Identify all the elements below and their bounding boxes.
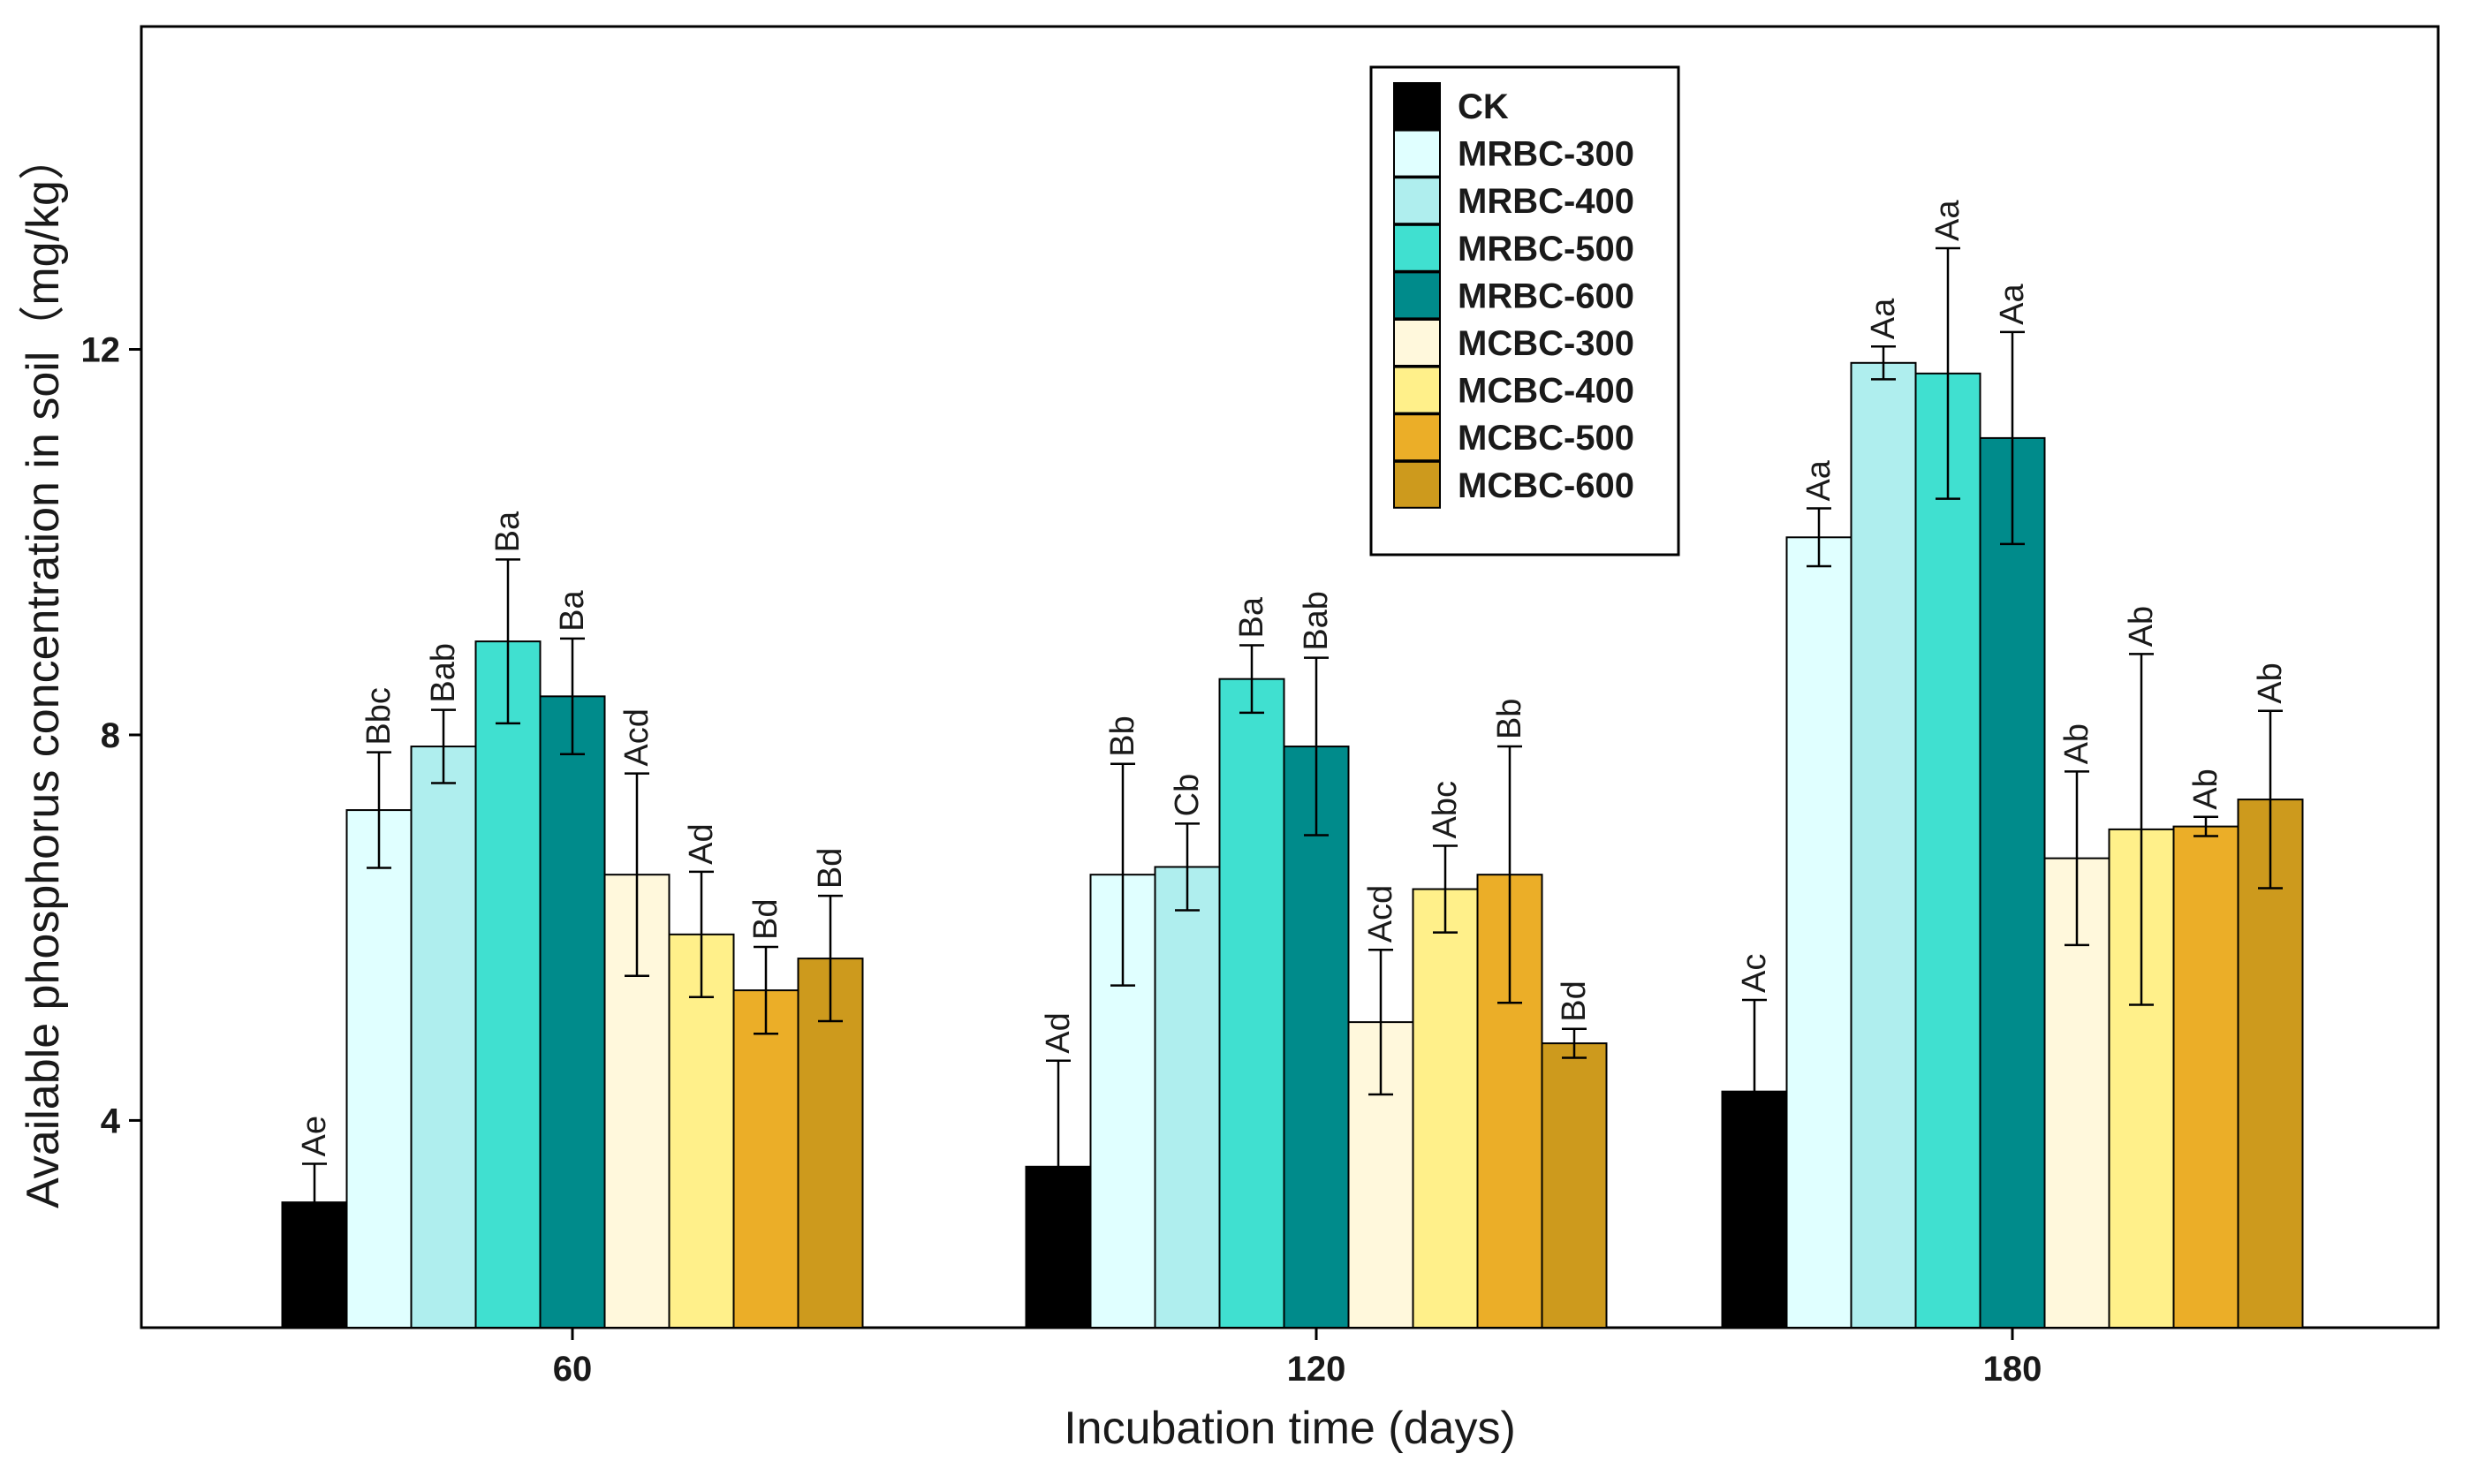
y-axis-title: Available phosphorus concentration in so…	[18, 134, 69, 1208]
x-tick-label: 180	[1983, 1350, 2042, 1389]
bar	[1979, 436, 2046, 1329]
significance-label: Ba	[554, 590, 591, 632]
significance-label: Bd	[812, 848, 849, 889]
legend-swatch	[1393, 460, 1441, 509]
x-tick-label: 120	[1287, 1350, 1346, 1389]
legend-label: MRBC-600	[1458, 276, 1634, 315]
legend-swatch	[1393, 82, 1441, 130]
legend-swatch	[1393, 271, 1441, 320]
bar	[539, 695, 606, 1329]
x-axis: 60 120 180	[553, 1328, 2042, 1389]
significance-labels-layer: Ae Ad Ac Bbc Bb Aa Bab Cb Aa Ba Ba Aa Ba Bab Aa Acd Acd A…	[296, 200, 2289, 1157]
legend: CK MRBC-300 MRBC-400 MRBC-500 MRBC-600 MCBC-3…	[1369, 65, 1680, 556]
y-tick-label: 8	[101, 716, 120, 755]
bar	[410, 746, 477, 1329]
bar	[1541, 1042, 1608, 1329]
legend-label: MCBC-600	[1458, 466, 1634, 505]
significance-label: Ba	[1233, 596, 1270, 638]
x-tick-label: 60	[553, 1350, 593, 1389]
bar	[1914, 372, 1981, 1329]
bar	[2172, 825, 2239, 1329]
legend-label: MRBC-500	[1458, 230, 1634, 269]
significance-label: Ab	[2252, 662, 2289, 703]
y-axis: 4 8 12	[81, 331, 141, 1140]
significance-label: Abc	[1427, 781, 1464, 838]
significance-label: Cb	[1169, 774, 1206, 817]
bar	[603, 874, 671, 1329]
significance-label: Bbc	[360, 687, 398, 745]
bar	[474, 640, 542, 1329]
significance-label: Bd	[747, 899, 784, 940]
legend-label: MRBC-300	[1458, 135, 1634, 174]
legend-swatch	[1393, 177, 1441, 225]
error-bars-layer	[302, 246, 2283, 1275]
legend-swatch	[1393, 223, 1441, 272]
significance-label: Ae	[296, 1116, 333, 1156]
significance-label: Ab	[2058, 723, 2095, 764]
legend-label: MCBC-400	[1458, 372, 1634, 411]
legend-swatch	[1393, 319, 1441, 367]
significance-label: Ad	[1040, 1012, 1077, 1053]
significance-label: Bab	[425, 643, 462, 703]
significance-label: Bb	[1104, 716, 1141, 756]
legend-label: CK	[1458, 87, 1509, 126]
y-tick-label: 12	[81, 331, 121, 370]
significance-label: Bab	[1298, 591, 1335, 651]
significance-label: Aa	[1800, 459, 1837, 501]
significance-label: Acd	[618, 708, 655, 766]
bar	[1785, 536, 1852, 1329]
significance-label: Aa	[1929, 200, 1966, 241]
y-tick-label: 4	[101, 1102, 121, 1140]
bar	[732, 989, 799, 1329]
significance-label: Aa	[1865, 298, 1902, 339]
significance-label: Ab	[2187, 768, 2224, 809]
legend-swatch	[1393, 413, 1441, 462]
significance-label: Aa	[1994, 284, 2031, 325]
significance-label: Ab	[2123, 606, 2160, 647]
bar	[1850, 361, 1917, 1329]
significance-label: Ad	[683, 823, 720, 864]
bar	[668, 933, 735, 1329]
bar	[1218, 678, 1285, 1329]
legend-swatch	[1393, 129, 1441, 178]
significance-label: Ac	[1736, 954, 1773, 993]
legend-label: MCBC-500	[1458, 419, 1634, 458]
bar	[1154, 866, 1221, 1329]
x-axis-title: Incubation time (days)	[1064, 1403, 1516, 1454]
bar	[1412, 888, 1479, 1329]
significance-label: Bb	[1491, 699, 1528, 739]
legend-label: MCBC-300	[1458, 324, 1634, 363]
significance-label: Acd	[1362, 885, 1399, 943]
significance-label: Ba	[489, 511, 527, 552]
bar	[345, 809, 413, 1329]
significance-label: Bd	[1556, 980, 1593, 1021]
legend-label: MRBC-400	[1458, 182, 1634, 221]
legend-swatch	[1393, 366, 1441, 414]
